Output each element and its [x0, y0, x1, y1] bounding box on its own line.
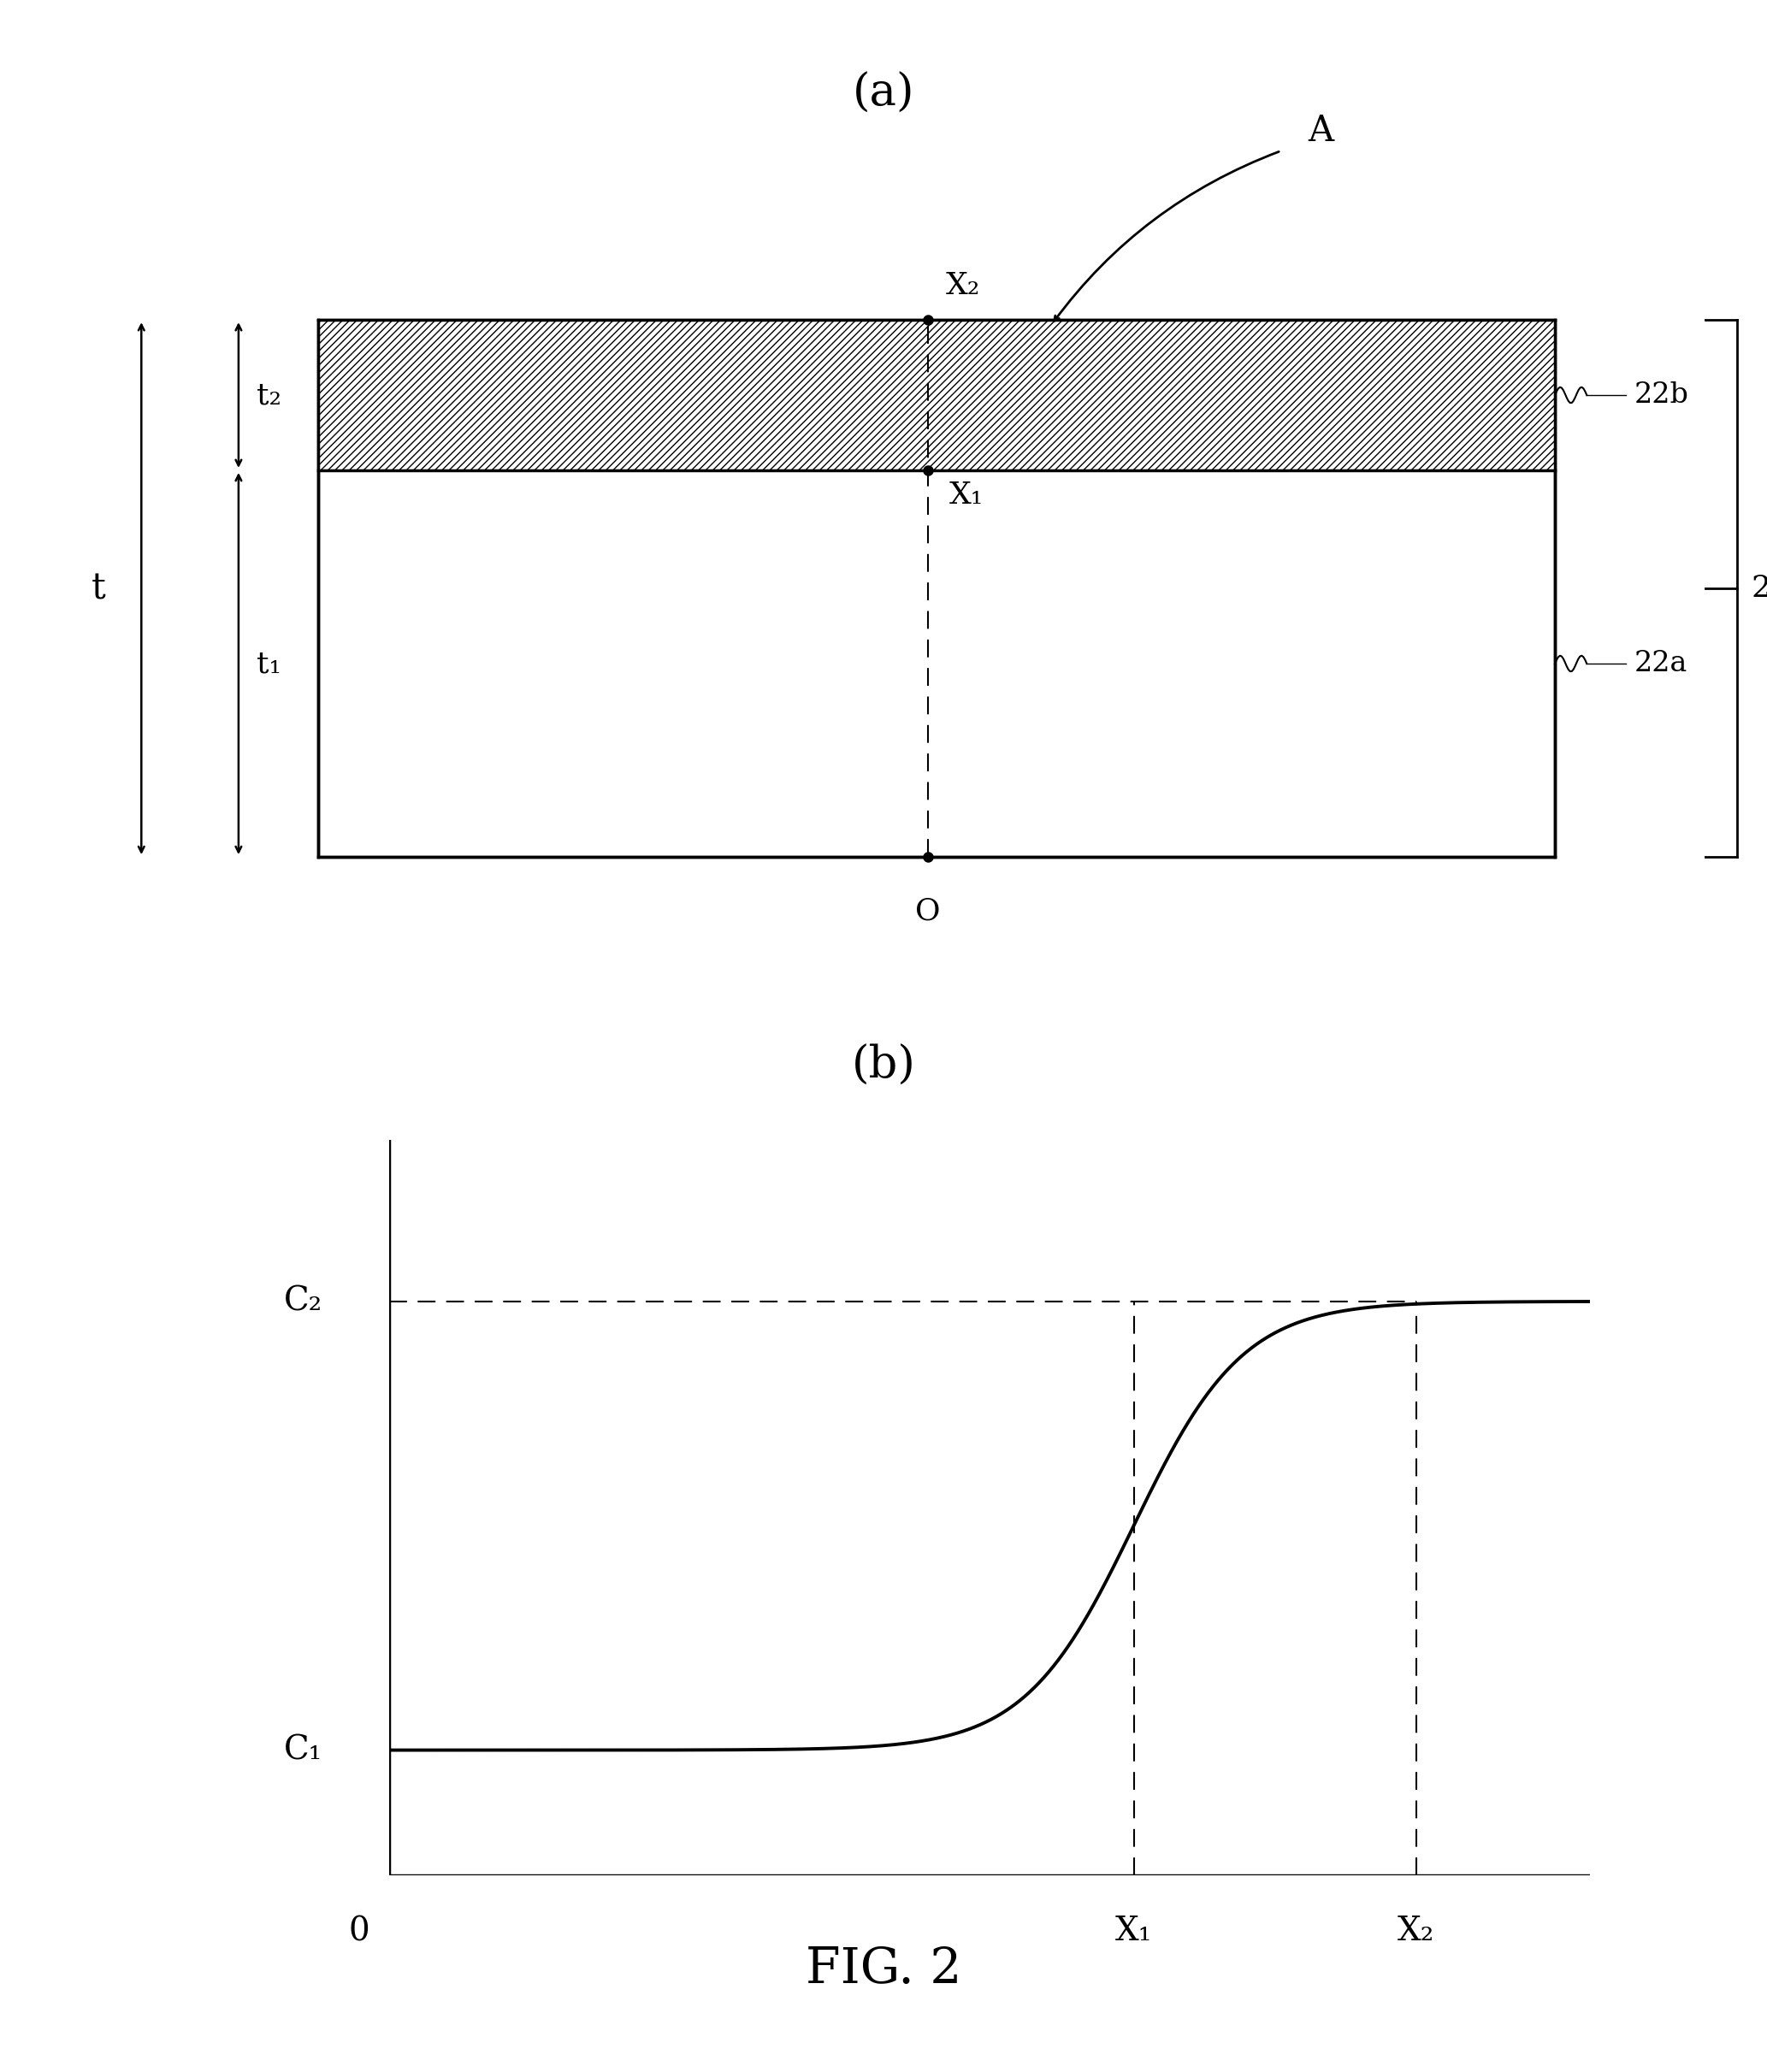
Text: X₁: X₁: [1115, 1917, 1152, 1948]
Text: t₂: t₂: [256, 381, 281, 410]
Text: C₁: C₁: [284, 1734, 323, 1765]
Text: A: A: [1308, 114, 1334, 149]
Bar: [318, 319, 1555, 470]
Text: C₂: C₂: [284, 1285, 323, 1318]
Text: FIG. 2: FIG. 2: [806, 1946, 961, 1993]
Text: O: O: [915, 897, 940, 926]
Text: X₁: X₁: [949, 481, 982, 510]
Text: X₂: X₂: [945, 271, 979, 300]
Text: 22a: 22a: [1634, 651, 1687, 678]
Bar: [318, 319, 1555, 858]
Text: t: t: [92, 570, 106, 607]
Text: X₂: X₂: [1398, 1917, 1435, 1948]
Text: (a): (a): [852, 70, 915, 114]
Text: 22b: 22b: [1634, 381, 1689, 408]
Text: (b): (b): [852, 1044, 915, 1088]
Text: 22: 22: [1751, 574, 1767, 603]
Text: 0: 0: [348, 1917, 369, 1948]
Text: t₁: t₁: [256, 649, 281, 678]
